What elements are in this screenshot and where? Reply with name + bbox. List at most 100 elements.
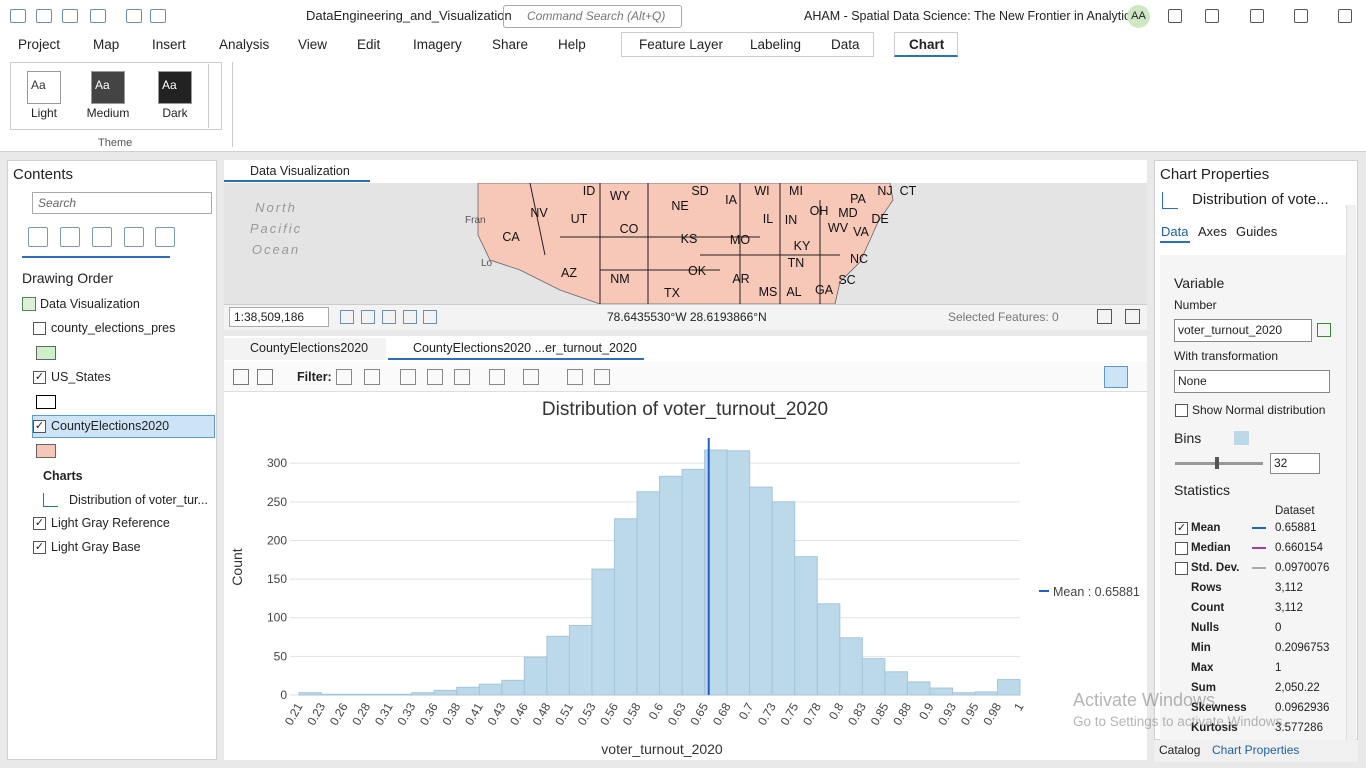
toolbar-icon[interactable] — [594, 369, 610, 385]
active-tab[interactable] — [894, 32, 958, 57]
maximize-button[interactable] — [1294, 9, 1308, 23]
clear-button[interactable] — [1317, 323, 1331, 337]
status-icon[interactable] — [361, 310, 375, 324]
layer-checkbox[interactable]: ✓ — [33, 517, 46, 530]
bins-slider — [1175, 462, 1263, 465]
toolbar-icon[interactable] — [489, 369, 505, 385]
close-button[interactable] — [1338, 9, 1352, 23]
status-button[interactable] — [1097, 309, 1112, 324]
toolbar-icon[interactable] — [364, 369, 380, 385]
toolbar-icon[interactable] — [62, 9, 78, 23]
stat-checkbox[interactable]: ✓ — [1175, 522, 1188, 535]
ribbon-tab[interactable]: Insert — [152, 37, 186, 52]
chart-tab[interactable] — [224, 338, 386, 360]
search-box[interactable] — [32, 192, 212, 214]
ribbon-tab[interactable]: Imagery — [413, 37, 462, 52]
toolbar-icon[interactable] — [150, 9, 166, 23]
property-tab[interactable]: Axes — [1198, 224, 1227, 239]
command-search[interactable] — [503, 5, 682, 28]
status-button[interactable] — [1125, 309, 1140, 324]
property-tab[interactable]: Data — [1161, 224, 1189, 239]
group-label[interactable]: Charts — [43, 469, 83, 483]
search-placeholder: Search — [38, 196, 77, 210]
bottom-tab[interactable]: Chart Properties — [1212, 743, 1300, 757]
state-label: NJ — [877, 184, 892, 198]
layer-name[interactable]: Light Gray Reference — [51, 516, 170, 530]
status-icon[interactable] — [423, 310, 437, 324]
toolbar-icon[interactable] — [567, 369, 583, 385]
legend-toggle[interactable] — [1104, 366, 1128, 388]
bottom-tab[interactable]: Catalog — [1159, 743, 1201, 757]
x-tick-label: 0.38 — [440, 700, 464, 728]
help-button[interactable] — [1205, 9, 1219, 23]
view-icon[interactable] — [92, 227, 112, 247]
normal-checkbox[interactable] — [1175, 404, 1188, 417]
status-icon[interactable] — [382, 310, 396, 324]
toolbar-icon[interactable] — [10, 9, 26, 23]
view-icon[interactable] — [60, 227, 80, 247]
theme-label: Medium — [86, 106, 130, 120]
toolbar-icon[interactable] — [454, 369, 470, 385]
view-icon[interactable] — [155, 227, 175, 247]
bar — [298, 692, 323, 696]
bar — [974, 691, 999, 696]
toolbar-icon[interactable] — [400, 369, 416, 385]
layer-name[interactable]: county_elections_pres — [51, 321, 176, 335]
ribbon-tab[interactable]: Map — [93, 37, 120, 52]
notifications-button[interactable] — [1168, 9, 1182, 23]
theme-icon[interactable]: Aa — [158, 71, 192, 104]
layer-checkbox[interactable]: ✓ — [33, 420, 46, 433]
map-tab[interactable] — [224, 160, 370, 182]
bins-input[interactable] — [1270, 453, 1320, 474]
layer-checkbox[interactable]: ✓ — [33, 541, 46, 554]
toolbar-icon[interactable] — [233, 369, 249, 385]
property-tab[interactable]: Guides — [1236, 224, 1278, 239]
ribbon-tab[interactable]: View — [298, 37, 328, 52]
minimize-button[interactable] — [1250, 9, 1264, 23]
layer-selected[interactable] — [32, 415, 215, 438]
toolbar-icon[interactable] — [523, 369, 539, 385]
status-icon[interactable] — [340, 310, 354, 324]
layer-name[interactable]: US_States — [51, 370, 111, 384]
ribbon-tab[interactable]: Analysis — [219, 37, 270, 52]
stat-checkbox[interactable] — [1175, 562, 1188, 575]
scale-box[interactable] — [229, 307, 329, 327]
bins-thumb[interactable] — [1215, 457, 1219, 469]
scrollbar[interactable] — [1346, 205, 1356, 740]
context-tab[interactable]: Feature Layer — [639, 37, 724, 52]
view-icon[interactable] — [28, 227, 48, 247]
layer-name[interactable]: CountyElections2020 — [51, 419, 170, 433]
avatar[interactable]: AA — [1127, 5, 1150, 28]
x-tick-label: 0.26 — [327, 700, 351, 728]
ribbon-tab[interactable]: Help — [558, 37, 586, 52]
x-tick-label: 0.93 — [935, 700, 959, 728]
toolbar-icon[interactable] — [126, 9, 142, 23]
toolbar-icon[interactable] — [36, 9, 52, 23]
theme-icon[interactable]: Aa — [91, 71, 125, 104]
toolbar-icon[interactable] — [336, 369, 352, 385]
layer-swatch — [36, 444, 56, 458]
ribbon-tab[interactable]: Edit — [357, 37, 381, 52]
theme-icon[interactable]: Aa — [27, 71, 61, 104]
status-icon[interactable] — [403, 310, 417, 324]
layer-name[interactable]: Distribution of voter_tur... — [69, 493, 208, 507]
toolbar-icon[interactable] — [257, 369, 273, 385]
normal-label[interactable]: Show Normal distribution — [1192, 403, 1326, 417]
ribbon-tab[interactable]: Share — [492, 37, 529, 52]
view-icon[interactable] — [124, 227, 144, 247]
layer-checkbox[interactable]: ✓ — [33, 371, 46, 384]
toolbar-icon[interactable] — [427, 369, 443, 385]
stat-checkbox[interactable] — [1175, 542, 1188, 555]
layer-name[interactable]: Light Gray Base — [51, 540, 141, 554]
chart-tab-active[interactable] — [388, 338, 644, 360]
layer-checkbox[interactable] — [33, 322, 46, 335]
toolbar-icon[interactable] — [90, 9, 106, 23]
context-tab[interactable]: Labeling — [750, 37, 802, 52]
field-dropdown[interactable] — [1174, 319, 1312, 342]
transform-dropdown[interactable] — [1174, 370, 1330, 393]
bins-color[interactable] — [1234, 431, 1249, 445]
layer-name[interactable]: Data Visualization — [40, 297, 140, 311]
context-tab[interactable]: Data — [831, 37, 860, 52]
ribbon-tab[interactable]: Project — [18, 37, 61, 52]
gallery-scroll[interactable] — [208, 64, 221, 128]
